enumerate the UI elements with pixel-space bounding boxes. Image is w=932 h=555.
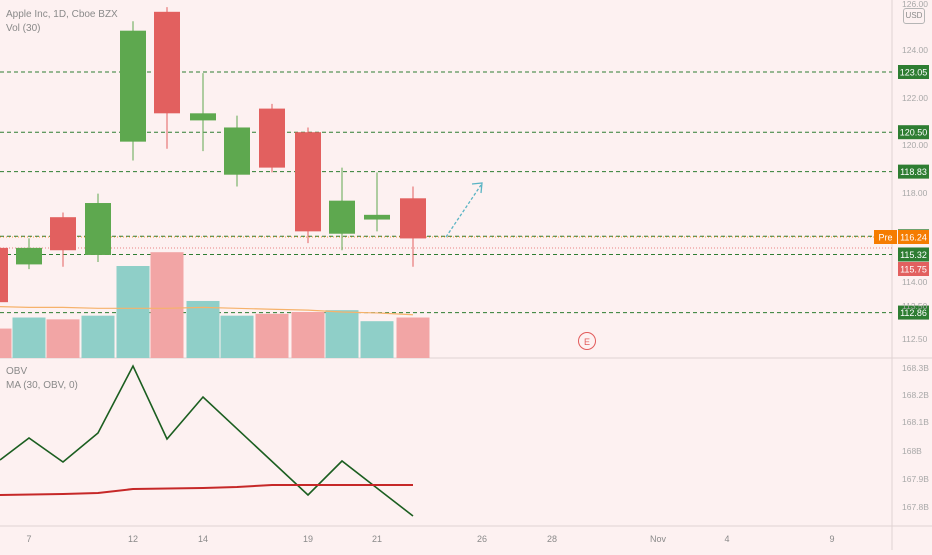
candle-body — [0, 247, 8, 303]
time-axis-tick: 26 — [477, 534, 487, 544]
level-price-tag — [898, 305, 929, 320]
time-axis-tick: 12 — [128, 534, 138, 544]
volume-bar — [255, 313, 289, 358]
time-axis-tick: 9 — [829, 534, 834, 544]
candle-body — [154, 11, 180, 114]
obv-pane — [0, 364, 414, 517]
volume-bar — [325, 310, 359, 358]
volume-bar — [291, 312, 325, 358]
volume-bar — [150, 252, 184, 358]
candle-body — [120, 30, 146, 142]
time-axis-tick: 21 — [372, 534, 382, 544]
trend-arrow-drawing[interactable] — [445, 182, 483, 238]
volume-bars — [0, 252, 430, 358]
candle-body — [329, 200, 355, 234]
candle-body — [85, 203, 111, 255]
obv-axis-tick: 167.8B — [902, 502, 929, 512]
volume-ma-line — [0, 306, 414, 316]
time-axis-tick: 7 — [26, 534, 31, 544]
obv-line — [0, 364, 414, 517]
pre-tag-label: Pre — [878, 233, 892, 243]
volume-bar — [360, 321, 394, 358]
time-axis-tick: Nov — [650, 534, 667, 544]
volume-bar — [116, 266, 150, 358]
candle-body — [16, 247, 42, 265]
candle-body — [259, 108, 285, 168]
level-price-label: 115.32 — [900, 250, 927, 260]
volume-bar — [186, 300, 220, 358]
candlesticks — [0, 7, 426, 303]
last-price-label: 115.75 — [900, 265, 927, 275]
candle-body — [400, 198, 426, 239]
price-axis-tick: 113.50 — [902, 301, 928, 311]
obv-axis-tick: 168.1B — [902, 417, 929, 427]
candle-body — [364, 214, 390, 220]
level-price-tag — [898, 247, 929, 262]
obv-axis-tick: 168.2B — [902, 390, 929, 400]
earnings-marker[interactable]: E — [578, 332, 596, 350]
obv-title[interactable]: OBV — [6, 366, 28, 377]
obv-axis-tick: 168B — [902, 446, 922, 456]
time-axis-tick: 19 — [303, 534, 313, 544]
obv-axis-tick: 168.3B — [902, 363, 929, 373]
level-price-label: 112.86 — [900, 308, 927, 318]
candle-body — [295, 132, 321, 232]
main-legend[interactable]: Apple Inc, 1D, Cboe BZX Vol (30) — [6, 8, 118, 36]
level-price-label: 120.50 — [900, 128, 928, 138]
volume-bar — [220, 315, 254, 358]
obv-ma-line — [0, 484, 413, 496]
obv-legend[interactable]: OBV MA (30, OBV, 0) — [6, 365, 78, 393]
volume-legend[interactable]: Vol (30) — [6, 23, 41, 34]
symbol-title[interactable]: Apple Inc, 1D, Cboe BZX — [6, 9, 118, 20]
volume-bar — [12, 317, 46, 358]
level-price-label: 118.83 — [900, 167, 927, 177]
price-axis-tick: 122.00 — [902, 93, 928, 103]
level-price-label: 123.05 — [900, 68, 928, 78]
price-axis-tick: 118.00 — [902, 188, 928, 198]
time-axis-tick: 14 — [198, 534, 208, 544]
price-axis-tick: 124.00 — [902, 45, 928, 55]
volume-bar — [81, 315, 115, 358]
pre-price-label: 116.24 — [900, 233, 927, 243]
level-price-tag — [898, 65, 929, 79]
price-axis-tick: 120.00 — [902, 140, 928, 150]
currency-badge[interactable]: USD — [903, 8, 925, 24]
candle-body — [190, 113, 216, 121]
candle-body — [224, 127, 250, 175]
price-axis-tick: 112.50 — [902, 334, 928, 344]
volume-bar — [0, 328, 12, 358]
level-price-tag — [898, 164, 929, 179]
time-axis-tick: 28 — [547, 534, 557, 544]
price-axis-tick: 114.00 — [902, 277, 928, 287]
candle-body — [50, 217, 76, 251]
axes: 126.00 124.00 122.00 120.00 118.00 114.00 113.… — [26, 0, 929, 544]
volume-bar — [46, 319, 80, 358]
price-axis-tick: 126.00 — [902, 0, 928, 9]
obv-ma-title[interactable]: MA (30, OBV, 0) — [6, 380, 78, 391]
time-axis-tick: 4 — [724, 534, 729, 544]
last-price-tag — [898, 262, 929, 276]
level-price-tag — [898, 125, 929, 140]
pre-price-tag — [898, 230, 929, 244]
volume-bar — [396, 317, 430, 358]
obv-axis-tick: 167.9B — [902, 474, 929, 484]
pre-tag — [874, 230, 897, 244]
